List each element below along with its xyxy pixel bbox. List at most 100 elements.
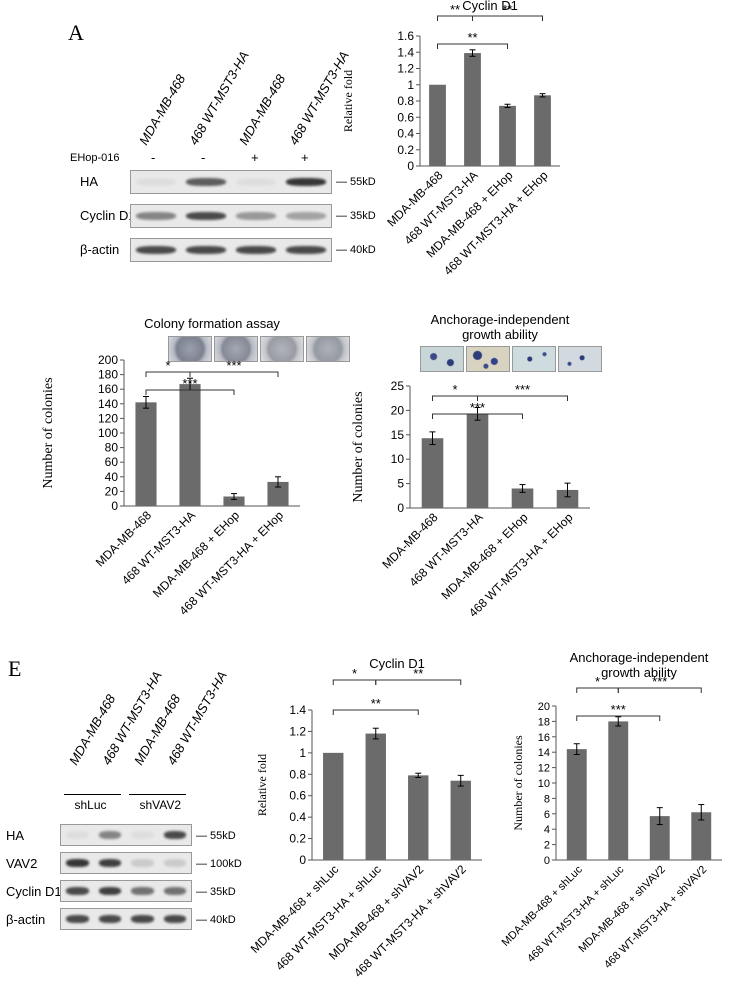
- y-tick-label: 2: [544, 840, 550, 852]
- significance-label: **: [450, 2, 460, 17]
- treatment-sign: +: [251, 150, 259, 165]
- blot-band: [186, 212, 226, 220]
- molecular-weight-label: — 40kD: [196, 914, 236, 926]
- blot-band: [131, 887, 154, 895]
- y-tick-label: 1.2: [397, 62, 414, 76]
- y-tick-label: 5: [397, 477, 404, 491]
- significance-bracket: [576, 715, 661, 721]
- y-tick-label: 4: [544, 824, 550, 836]
- blot-band: [186, 178, 226, 186]
- y-tick-label: 6: [544, 809, 550, 821]
- blot-band: [98, 831, 121, 839]
- chart-title: growth ability: [462, 327, 538, 342]
- y-tick-label: 12: [538, 763, 550, 775]
- y-tick-label: 8: [544, 793, 550, 805]
- group-bracket: [64, 794, 121, 795]
- blot-band: [136, 212, 176, 220]
- y-axis-label: Relative fold: [255, 754, 269, 816]
- blot-band: [66, 887, 89, 895]
- y-tick-label: 15: [391, 428, 405, 442]
- panel-a-letter: A: [68, 20, 84, 45]
- lane-label: MDA-MB-468: [236, 71, 289, 148]
- bar: [429, 84, 446, 166]
- group-bracket: [129, 794, 186, 795]
- molecular-weight-label: — 40kD: [336, 244, 376, 256]
- molecular-weight-label: — 35kD: [336, 210, 376, 222]
- bar: [534, 95, 551, 166]
- significance-label: **: [413, 666, 423, 681]
- significance-label: ***: [226, 358, 241, 373]
- y-tick-label: 10: [391, 452, 405, 466]
- significance-label: ***: [652, 674, 667, 689]
- molecular-weight-label: — 35kD: [196, 886, 236, 898]
- y-tick-label: 20: [105, 484, 119, 498]
- significance-label: ***: [515, 382, 530, 397]
- blot-strip: [60, 852, 192, 874]
- bar: [511, 488, 534, 508]
- y-tick-label: 1: [407, 78, 414, 92]
- chart-title: Anchorage-independent: [431, 312, 570, 327]
- bar: [267, 481, 289, 506]
- molecular-weight-label: — 55kD: [196, 830, 236, 842]
- group-label: shVAV2: [139, 798, 182, 812]
- blot-band: [163, 915, 186, 923]
- y-tick-label: 0.4: [397, 127, 414, 141]
- bar: [566, 749, 587, 860]
- blot-strip: [130, 204, 332, 228]
- significance-label: *: [452, 382, 457, 397]
- y-tick-label: 1.6: [397, 29, 414, 43]
- y-tick-label: 100: [98, 426, 118, 440]
- chart-f-cyclin-d1: Cyclin D1 0 0.2 0.4 0.6 0.8 1 1.2 1.4 Relative fo…: [248, 656, 482, 980]
- y-tick-label: 0: [544, 855, 550, 867]
- bar: [223, 496, 245, 506]
- blot-band: [236, 178, 276, 186]
- blot-row-label: HA: [80, 174, 99, 189]
- significance-bracket: [472, 15, 543, 21]
- chart-title: growth ability: [601, 665, 677, 680]
- blot-band: [98, 859, 121, 867]
- y-tick-label: 40: [105, 470, 119, 484]
- significance-bracket: [477, 395, 568, 401]
- y-tick-label: 0.6: [289, 789, 306, 803]
- y-tick-label: 80: [105, 441, 119, 455]
- blot-band: [286, 178, 326, 186]
- y-tick-label: 0.8: [397, 94, 414, 108]
- molecular-weight-label: — 55kD: [336, 176, 376, 188]
- molecular-weight-label: — 100kD: [196, 858, 242, 870]
- blot-row-label: β-actin: [80, 242, 120, 257]
- blot-band: [236, 212, 276, 220]
- treatment-sign: -: [151, 150, 156, 165]
- significance-label: ***: [182, 376, 197, 391]
- treatment-label: EHop-016: [70, 152, 120, 164]
- y-axis-label: Number of colonies: [351, 391, 366, 502]
- blot-strip: [130, 238, 332, 262]
- blot-row-label: Cyclin D1: [80, 208, 136, 223]
- bar: [408, 775, 429, 860]
- y-tick-label: 0.4: [289, 810, 306, 824]
- y-tick-label: 0: [397, 501, 404, 515]
- group-label: shLuc: [74, 798, 107, 812]
- y-tick-label: 0.2: [289, 832, 306, 846]
- blot-strip: [60, 880, 192, 902]
- soft-agar-image-1: [420, 346, 464, 372]
- blot-band: [66, 859, 89, 867]
- colony-plate-image-4: [306, 336, 350, 362]
- chart-c-colony-formation: Colony formation assay 020406080100120140…: [41, 316, 300, 618]
- blot-band: [163, 859, 186, 867]
- significance-label: **: [502, 2, 512, 17]
- blot-row-label: Cyclin D1: [6, 884, 62, 899]
- y-tick-label: 60: [105, 455, 119, 469]
- y-tick-label: 120: [98, 411, 118, 425]
- blot-row-label: β-actin: [6, 912, 46, 927]
- blot-band: [66, 915, 89, 923]
- category-label: MDA-MB-468 + EHop: [438, 510, 530, 602]
- category-label: 468 WT-MST3-HA: [119, 508, 198, 587]
- blot-row-label: HA: [6, 828, 25, 843]
- western-blot-e: MDA-MB-468 468 WT-MST3-HA MDA-MB-468 468 WT…: [0, 660, 242, 980]
- bar: [649, 816, 670, 860]
- significance-bracket: [617, 687, 702, 693]
- blot-band: [163, 831, 186, 839]
- y-tick-label: 0: [299, 853, 306, 867]
- blot-band: [136, 246, 176, 254]
